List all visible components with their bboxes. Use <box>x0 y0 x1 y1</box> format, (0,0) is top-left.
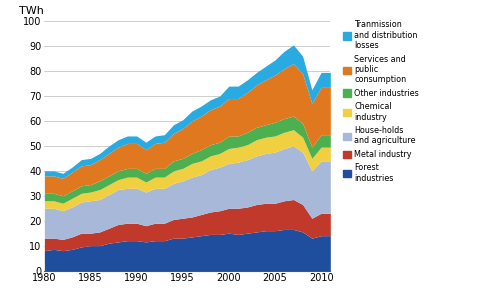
Text: TWh: TWh <box>19 6 43 16</box>
Legend: Tranmission
and distribution
losses, Services and
public
consumption, Other indu: Tranmission and distribution losses, Ser… <box>343 20 419 183</box>
